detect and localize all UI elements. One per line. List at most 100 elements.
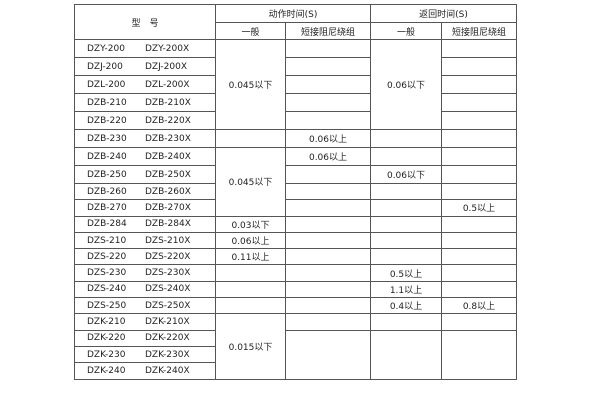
- return-general-cell: [370, 215, 442, 233]
- return-short-cell: [441, 111, 517, 130]
- return-general-cell: 0.06以下: [370, 165, 442, 184]
- model-name: DZL-200: [87, 79, 126, 90]
- model-name: DZB-260X: [145, 186, 191, 197]
- return-short-cell: [441, 231, 517, 250]
- table-row: DZB-270 DZB-270X 0.5以上: [74, 199, 517, 217]
- model-name: DZK-240X: [145, 365, 190, 376]
- action-short-cell: [285, 182, 371, 201]
- return-short-cell: [441, 93, 517, 112]
- action-short-cell: [285, 248, 371, 266]
- model-name: DZJ-200: [87, 61, 123, 72]
- return-general-cell: 0.06以下: [370, 39, 442, 130]
- model-name: DZL-200X: [145, 79, 190, 90]
- return-general-cell: [370, 147, 442, 166]
- model-cell: DZB-250 DZB-250X: [74, 165, 216, 184]
- model-cell: DZS-250 DZS-250X: [74, 297, 216, 315]
- action-short-cell: [285, 329, 371, 380]
- model-cell: DZK-240 DZK-240X: [74, 362, 216, 380]
- return-short-cell: [441, 329, 517, 380]
- action-short-cell: [285, 199, 371, 217]
- action-short-cell: [285, 75, 371, 94]
- action-general-cell: 0.045以下: [215, 147, 286, 217]
- model-name: DZS-240: [87, 284, 127, 295]
- action-general-cell: 0.03以下: [215, 215, 286, 233]
- return-short-cell: [441, 280, 517, 299]
- action-general-cell: [215, 297, 286, 315]
- model-cell: DZB-240 DZB-240X: [74, 147, 216, 166]
- model-header: 型 号: [74, 4, 216, 40]
- model-name: DZB-240: [87, 151, 127, 162]
- model-name: DZB-270X: [145, 202, 191, 213]
- model-name: DZB-220X: [145, 115, 191, 126]
- action-general-cell: [215, 129, 286, 148]
- action-general-cell: 0.06以上: [215, 231, 286, 250]
- model-name: DZY-200: [87, 43, 125, 54]
- return-short-cell: [441, 75, 517, 94]
- table-row: DZS-230 DZS-230X 0.5以上: [74, 264, 517, 282]
- return-short-cell: 0.5以上: [441, 199, 517, 217]
- table-row: DZB-260 DZB-260X: [74, 182, 517, 201]
- return-general-cell: [370, 248, 442, 266]
- action-short-cell: [285, 215, 371, 233]
- model-cell: DZS-220 DZS-220X: [74, 248, 216, 266]
- return-general-cell: 0.4以上: [370, 297, 442, 315]
- model-cell: DZB-220 DZB-220X: [74, 111, 216, 130]
- return-short-cell: [441, 248, 517, 266]
- model-name: DZB-210X: [145, 97, 191, 108]
- model-cell: DZB-284 DZB-284X: [74, 215, 216, 233]
- table-row: DZK-210 DZK-210X 0.015以下: [74, 313, 517, 380]
- model-name: DZK-220: [87, 333, 126, 344]
- return-general-cell: 0.5以上: [370, 264, 442, 282]
- action-short-cell: [285, 93, 371, 112]
- action-short-cell: 0.06以上: [285, 129, 371, 148]
- action-short-cell: [285, 297, 371, 315]
- return-short-cell: [441, 165, 517, 184]
- model-name: DZK-210X: [145, 317, 190, 328]
- return-general-cell: [370, 231, 442, 250]
- return-short-cell: [441, 39, 517, 58]
- action-short-header: 短接阻尼绕组: [285, 22, 371, 40]
- return-short-cell: [441, 313, 517, 331]
- action-short-cell: [285, 231, 371, 250]
- table-row: DZB-220 DZB-220X: [74, 111, 517, 130]
- model-cell: DZB-230 DZB-230X: [74, 129, 216, 148]
- model-name: DZS-230X: [145, 268, 191, 279]
- table-row: DZS-220 DZS-220X 0.11以上: [74, 248, 517, 266]
- table-row: DZB-210 DZB-210X: [74, 93, 517, 112]
- model-name: DZS-250X: [145, 300, 191, 311]
- model-cell: DZS-230 DZS-230X: [74, 264, 216, 282]
- return-general-cell: [370, 129, 442, 148]
- model-name: DZB-220: [87, 115, 127, 126]
- action-short-cell: [285, 39, 371, 58]
- model-name: DZK-230: [87, 349, 126, 360]
- action-general-cell: 0.045以下: [215, 39, 286, 130]
- return-general-header: 一般: [370, 22, 442, 40]
- return-general-cell: 1.1以上: [370, 280, 442, 299]
- model-cell: DZB-270 DZB-270X: [74, 199, 216, 217]
- return-short-cell: [441, 264, 517, 282]
- action-general-cell: 0.11以上: [215, 248, 286, 266]
- model-name: DZB-250X: [145, 169, 191, 180]
- action-short-cell: 0.06以上: [285, 147, 371, 166]
- model-name: DZS-220: [87, 251, 127, 262]
- action-time-header: 动作时间(S): [215, 4, 371, 23]
- model-name: DZB-284X: [145, 219, 191, 230]
- action-short-cell: [285, 313, 371, 331]
- model-name: DZB-240X: [145, 151, 191, 162]
- model-cell: DZY-200 DZY-200X: [74, 39, 216, 58]
- action-short-cell: [285, 57, 371, 76]
- table-row: DZL-200 DZL-200X: [74, 75, 517, 94]
- model-cell: DZS-240 DZS-240X: [74, 280, 216, 299]
- model-name: DZB-230X: [145, 133, 191, 144]
- model-name: DZS-220X: [145, 251, 191, 262]
- model-name: DZB-260: [87, 186, 127, 197]
- return-short-cell: 0.8以上: [441, 297, 517, 315]
- model-name: DZK-230X: [145, 349, 190, 360]
- model-name: DZS-210X: [145, 235, 191, 246]
- model-name: DZJ-200X: [145, 61, 188, 72]
- action-general-cell: [215, 264, 286, 282]
- model-name: DZB-250: [87, 169, 127, 180]
- relay-timing-table: 型 号动作时间(S) 返回时间(S) 一般 短接阻尼绕组 一般 短接阻尼绕组 DZY-2…: [74, 4, 517, 380]
- return-short-cell: [441, 129, 517, 148]
- model-name: DZK-240: [87, 365, 126, 376]
